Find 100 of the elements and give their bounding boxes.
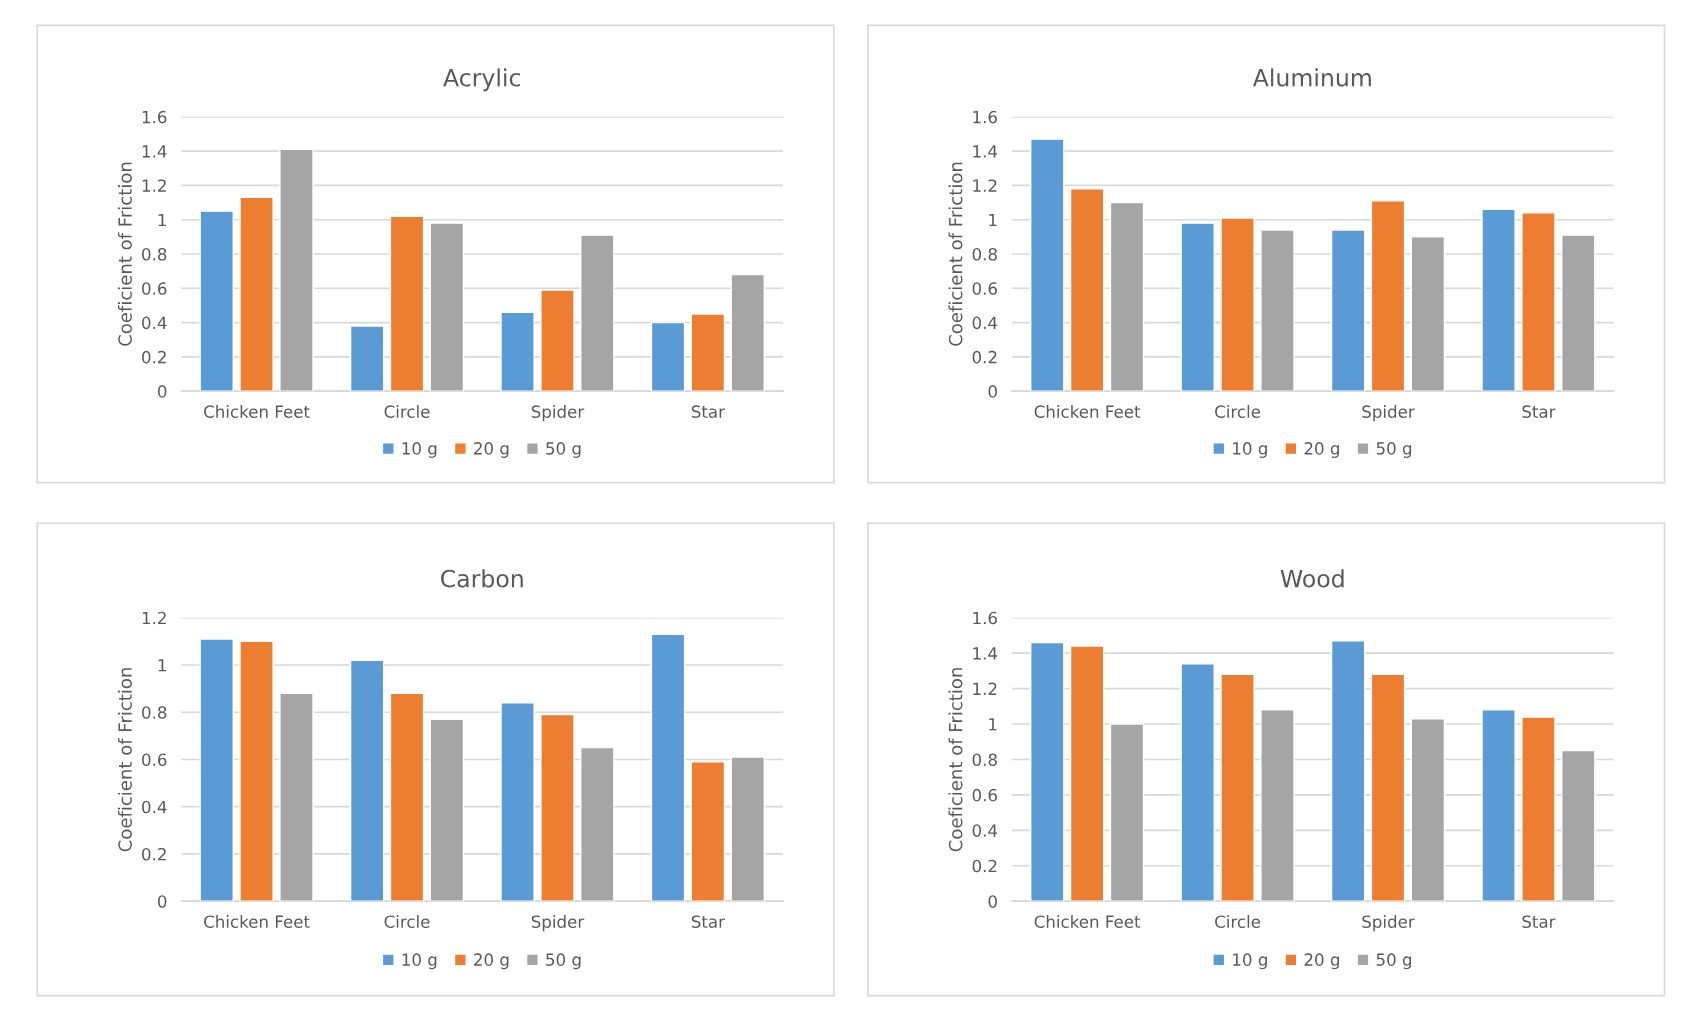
y-tick-label: 1.4 (142, 145, 167, 158)
bar (1030, 641, 1065, 902)
y-tick-label: 0.4 (142, 800, 167, 814)
bar (199, 638, 234, 902)
legend-label: 20 g (474, 953, 509, 970)
bar (1109, 723, 1145, 902)
bar (540, 713, 575, 902)
y-tick-label: 0.6 (972, 282, 997, 295)
bar (690, 313, 726, 392)
y-tick-label: 0.6 (972, 788, 997, 802)
y-tick-label: 0.6 (142, 282, 167, 295)
y-tick-label: 1.2 (142, 179, 166, 192)
bar (1220, 673, 1255, 902)
x-tick-label: Star (1522, 915, 1556, 928)
bar (1030, 138, 1065, 392)
x-tick-label: Star (691, 405, 725, 418)
y-tick-label: 0.4 (972, 316, 998, 330)
bar (349, 325, 385, 392)
x-tick-label: Circle (384, 915, 430, 928)
bar (349, 659, 385, 902)
bar (500, 311, 535, 392)
y-tick-label: 1.4 (973, 647, 998, 660)
y-tick-label: 0.8 (142, 247, 167, 261)
y-tick-label: 1.2 (973, 179, 997, 192)
x-tick-label: Star (1522, 405, 1556, 418)
legend-label: 50 g (546, 442, 581, 458)
bar (1180, 222, 1215, 392)
legend-label: 50 g (546, 953, 581, 970)
y-tick-label: 0 (988, 895, 997, 908)
y-tick-label: 1 (989, 718, 997, 731)
bar (1330, 640, 1366, 902)
legend-label: 10 g (402, 442, 437, 458)
y-axis-title: Coeficient of Friction (948, 162, 963, 346)
bar (580, 234, 615, 392)
bar (389, 215, 425, 392)
y-tick-label: 1.6 (142, 110, 167, 124)
x-tick-label: Spider (1362, 405, 1415, 422)
y-tick-label: 0 (157, 385, 167, 398)
x-tick-label: Spider (1362, 915, 1415, 932)
y-tick-label: 0 (988, 385, 997, 398)
bar (1220, 217, 1255, 392)
x-tick-label: Spider (531, 915, 585, 932)
y-tick-label: 0.2 (142, 847, 166, 861)
bar (1260, 709, 1295, 902)
x-tick-label: Chicken Feet (1034, 915, 1141, 928)
y-tick-label: 1.2 (142, 611, 166, 625)
bar (279, 148, 314, 392)
x-tick-label: Circle (1215, 405, 1261, 418)
bar (1370, 673, 1406, 902)
bar (1109, 201, 1145, 392)
bar (279, 692, 314, 902)
y-tick-label: 1.4 (973, 145, 998, 158)
y-tick-label: 0.6 (142, 753, 167, 767)
bar (540, 289, 575, 392)
bar (429, 222, 465, 392)
y-tick-label: 0.4 (972, 824, 998, 837)
bar (1561, 234, 1596, 392)
y-axis-title: Coeficient of Friction (948, 668, 963, 852)
bar (1410, 718, 1446, 902)
x-tick-label: Circle (384, 405, 430, 418)
legend-label: 20 g (1304, 442, 1339, 458)
legend-label: 10 g (1233, 953, 1267, 970)
y-tick-label: 1 (158, 213, 166, 227)
bar (1330, 229, 1366, 392)
bar (1069, 645, 1105, 902)
bar (1069, 188, 1105, 392)
y-tick-label: 0.2 (972, 859, 997, 873)
bar (580, 746, 615, 902)
x-tick-label: Circle (1215, 915, 1261, 928)
y-tick-label: 1.2 (973, 682, 997, 695)
y-tick-label: 0 (157, 895, 167, 908)
bar (239, 640, 274, 902)
x-tick-label: Star (691, 915, 725, 928)
y-tick-label: 1 (158, 659, 166, 672)
y-tick-label: 0.8 (142, 706, 167, 719)
y-tick-label: 0.8 (972, 753, 997, 767)
y-tick-label: 1 (989, 213, 997, 227)
legend-label: 50 g (1376, 442, 1412, 458)
bar (429, 718, 465, 902)
y-tick-label: 0.4 (142, 316, 167, 330)
bar (500, 702, 535, 902)
x-tick-label: Chicken Feet (204, 405, 310, 418)
bar (1180, 663, 1215, 902)
y-tick-label: 1.6 (973, 611, 997, 625)
chart-title: Aluminum (1252, 68, 1371, 87)
bar (650, 321, 686, 392)
chart-title: Wood (1280, 569, 1344, 588)
bar (690, 761, 726, 902)
bar (1481, 208, 1516, 392)
chart-title: Carbon (441, 569, 523, 588)
y-tick-label: 0.2 (972, 350, 997, 364)
bar (1521, 212, 1556, 392)
bar (1260, 229, 1295, 392)
legend-label: 20 g (474, 442, 509, 458)
x-tick-label: Spider (531, 405, 585, 422)
bar (650, 633, 686, 902)
bar (1481, 709, 1516, 902)
bar (730, 273, 765, 392)
legend-label: 50 g (1376, 953, 1412, 970)
bar (389, 692, 425, 902)
